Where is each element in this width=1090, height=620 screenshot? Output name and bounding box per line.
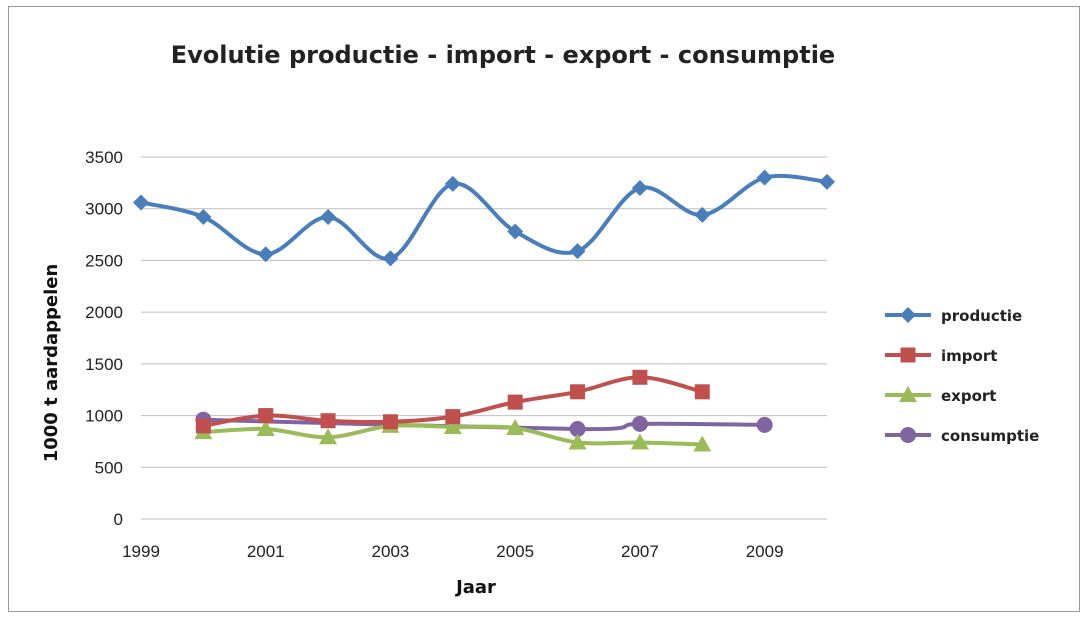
- x-axis-ticks: 1999 2001 2003 2005 2007 2009: [122, 542, 783, 561]
- data-point-productie: [819, 173, 835, 190]
- legend-marker-import: [900, 347, 916, 363]
- x-tick-label: 2005: [496, 542, 534, 561]
- chart-frame: Evolutie productie - import - export - c…: [8, 6, 1080, 612]
- data-point-import: [445, 409, 461, 425]
- series-line-productie: [139, 173, 829, 261]
- y-axis-title: 1000 t aardappelen: [41, 264, 62, 463]
- x-tick-label: 2007: [621, 542, 659, 561]
- y-tick-label: 1000: [85, 407, 123, 426]
- data-point-productie: [756, 169, 773, 186]
- data-point-import: [320, 413, 336, 429]
- data-point-productie: [133, 194, 149, 211]
- x-tick-label: 2003: [372, 542, 410, 561]
- data-point-import: [570, 384, 586, 400]
- x-tick-label: 2009: [746, 542, 784, 561]
- y-tick-label: 500: [95, 458, 123, 477]
- x-tick-label: 1999: [122, 542, 160, 561]
- data-point-consumptie: [569, 421, 586, 438]
- data-point-import: [507, 394, 523, 410]
- grid-lines: [141, 156, 827, 520]
- series-layer: [133, 169, 835, 452]
- y-tick-label: 2000: [85, 303, 123, 322]
- data-point-export: [506, 418, 525, 435]
- data-point-productie: [320, 208, 337, 225]
- legend-label-import: import: [941, 347, 997, 365]
- legend: productie import export consumptie: [885, 307, 1039, 445]
- data-point-export: [568, 433, 587, 450]
- data-point-import: [258, 408, 274, 424]
- data-point-import: [694, 384, 710, 400]
- data-point-export: [256, 420, 275, 437]
- y-tick-label: 3500: [85, 148, 123, 167]
- legend-label-export: export: [941, 387, 996, 405]
- data-point-import: [195, 418, 211, 434]
- line-chart: Evolutie productie - import - export - c…: [41, 41, 1039, 598]
- y-tick-label: 3000: [85, 200, 123, 219]
- x-tick-label: 2001: [247, 542, 285, 561]
- data-point-productie: [257, 246, 274, 263]
- y-tick-label: 0: [114, 510, 123, 529]
- data-point-consumptie: [756, 416, 773, 433]
- legend-label-productie: productie: [941, 307, 1022, 325]
- data-point-productie: [444, 175, 461, 192]
- data-point-consumptie: [631, 415, 648, 432]
- data-point-productie: [694, 206, 711, 223]
- data-point-import: [632, 369, 648, 385]
- legend-label-consumptie: consumptie: [941, 427, 1039, 445]
- data-point-import: [382, 414, 398, 430]
- data-point-export: [443, 417, 462, 434]
- x-axis-title: Jaar: [454, 577, 496, 598]
- legend-marker-consumptie: [900, 427, 916, 443]
- data-point-productie: [631, 180, 648, 197]
- chart-title: Evolutie productie - import - export - c…: [171, 41, 835, 69]
- legend-marker-productie: [900, 307, 916, 323]
- data-point-productie: [195, 208, 212, 225]
- data-point-export: [319, 428, 338, 445]
- y-tick-label: 2500: [85, 251, 123, 270]
- data-point-productie: [382, 250, 399, 267]
- data-point-export: [630, 433, 649, 450]
- data-point-productie: [569, 243, 586, 260]
- legend-marker-export: [899, 386, 917, 402]
- data-point-productie: [507, 223, 524, 240]
- data-point-export: [693, 435, 712, 452]
- y-tick-label: 1500: [85, 355, 123, 374]
- y-axis-ticks: 0 500 1000 1500 2000 2500 3000 3500: [85, 148, 123, 529]
